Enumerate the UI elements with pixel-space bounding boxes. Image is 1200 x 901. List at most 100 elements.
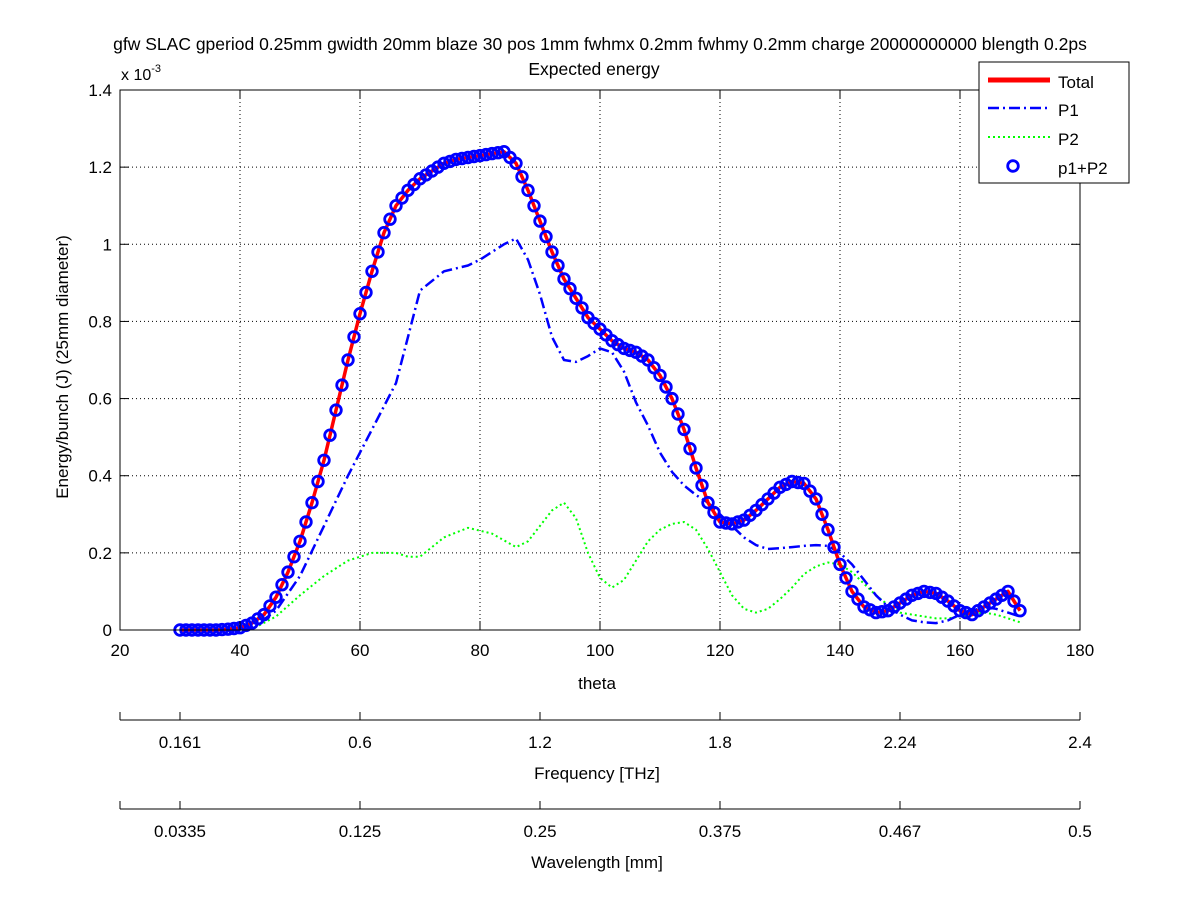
wavelength-tick-label: 0.125 [339,822,382,841]
data-point-circle [683,442,697,456]
data-point-circle [725,517,739,531]
frequency-axis-label: Frequency [THz] [534,764,660,783]
x-tick-label: 60 [351,641,370,660]
data-point-circle [1007,594,1021,608]
data-point-circle [335,378,349,392]
data-point-circle [815,507,829,522]
data-point-circle [623,343,637,358]
wavelength-tick-label: 0.375 [699,822,742,841]
data-point-circle [695,478,709,493]
data-point-circle [323,428,337,442]
y-tick-label: 1 [103,235,112,254]
data-point-circle [311,474,325,489]
data-point-circle [539,229,553,244]
y-tick-label: 1.4 [88,81,112,100]
data-point-circle [461,150,475,165]
data-point-circle [575,301,589,315]
data-point-circle [293,534,307,549]
wavelength-tick-label: 0.25 [523,822,556,841]
data-point-circle [719,516,733,530]
y-tick-label: 0.4 [88,467,112,486]
data-point-circle [485,146,499,161]
data-point-circle [257,607,271,622]
data-point-circle [329,403,343,417]
data-point-circle [563,281,577,296]
data-point-circle [1001,584,1015,599]
data-point-circle [437,156,451,171]
data-point-circle [905,588,919,603]
data-point-circle [455,151,469,166]
x-tick-label: 100 [586,641,614,660]
data-point-circle [281,565,295,579]
chart-subtitle: Expected energy [528,59,660,79]
data-point-circle [689,461,703,475]
axes: 20 40 60 80 100 120 140 160 180 0 0.2 0.4 0.6 0.8 1 1.2… [88,81,1094,660]
x-tick-label: 40 [231,641,250,660]
data-point-circle [467,149,481,164]
data-point-circle [569,291,583,306]
data-point-circle [473,148,487,163]
data-point-circle [917,584,931,599]
wavelength-tick-label: 0.467 [879,822,922,841]
data-point-circle [347,330,361,344]
series-line-p2 [180,501,1021,631]
data-point-circle [665,391,679,406]
data-point-circle [269,590,283,604]
data-point-circle [869,605,883,620]
grid [120,90,1080,630]
legend: Total P1 P2 p1+P2 [978,61,1130,184]
data-point-circle [671,407,685,421]
x-tick-label: 120 [706,641,734,660]
data-point-circle [317,453,331,468]
data-point-circle [791,475,805,490]
data-point-circle [1013,604,1027,618]
data-point-circle [659,380,673,394]
y-tick-label: 0.8 [88,312,112,331]
frequency-tick-label: 2.24 [883,733,916,752]
y-axis-label: Energy/bunch (J) (25mm diameter) [53,235,72,499]
data-point-circle [713,515,727,529]
series-line-p1 [180,237,1021,632]
data-point-circle [365,264,379,279]
data-point-circle [275,578,289,592]
data-point-circle [221,622,235,636]
data-point-circle [527,198,541,213]
wavelength-axis-label: Wavelength [mm] [531,853,663,872]
data-point-circle [821,523,835,537]
legend-label-total: Total [1058,73,1094,92]
x-tick-label: 20 [111,641,130,660]
data-point-circle [377,225,391,240]
y-scale-base: x 10 [121,67,151,84]
plot-background [120,90,1080,630]
frequency-tick-label: 0.6 [348,733,372,752]
data-point-circle [617,341,631,356]
data-point-circle [341,353,355,367]
data-point-circle [299,515,313,529]
data-point-circle [305,496,319,510]
data-point-circle [923,585,937,600]
data-point-circle [509,156,523,171]
frequency-tick-label: 1.8 [708,733,732,752]
y-scale-exponent: -3 [151,63,161,75]
data-point-circle [911,586,925,601]
data-point-circle [809,492,823,506]
x-tick-label: 80 [471,641,490,660]
plot-area [120,90,1080,630]
data-point-circle [731,515,745,529]
frequency-tick-label: 1.2 [528,733,552,752]
data-point-circle [653,368,667,383]
data-point-circle [785,474,799,489]
data-point-circle [707,505,721,520]
x-tick-label: 140 [826,641,854,660]
y-tick-label: 0.6 [88,390,112,409]
data-point-circle [545,245,559,259]
data-point-circle [443,154,457,169]
data-point-circle [959,605,973,620]
x-tick-label: 160 [946,641,974,660]
data-point-circle [521,183,535,198]
data-point-circle [449,152,463,167]
legend-label-p1: P1 [1058,101,1079,120]
data-point-circle [359,285,373,300]
data-point-circle [875,605,889,619]
